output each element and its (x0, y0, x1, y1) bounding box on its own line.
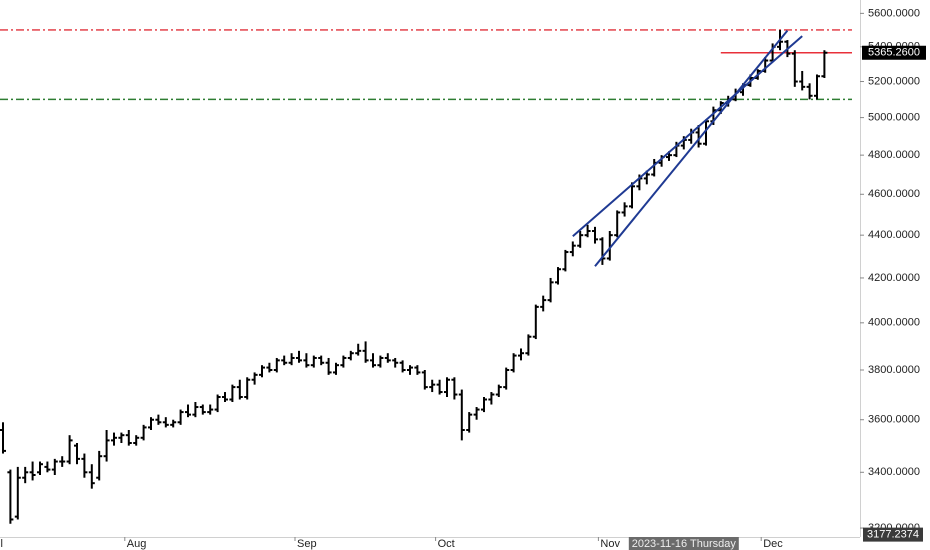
x-tick-label: Dec (763, 538, 783, 550)
trendline (572, 35, 803, 237)
y-tick-label: 3600.0000 (868, 414, 920, 426)
crosshair-price-tag (863, 527, 923, 542)
trendline (594, 29, 789, 267)
last-price-label: 5365.2600 (868, 47, 920, 59)
x-tick-label: Nov (600, 538, 620, 550)
y-tick-label: 5000.0000 (868, 112, 920, 124)
y-tick-label: 4000.0000 (868, 317, 920, 329)
y-tick-label: 3800.0000 (868, 364, 920, 376)
last-price-tag (862, 45, 926, 60)
x-tick-label: Jul (0, 538, 3, 550)
y-tick-label: 5200.0000 (868, 75, 920, 87)
crosshair-date-label: 2023-11-16 Thursday (632, 538, 737, 550)
crosshair-price-label: 3177.2374 (867, 529, 919, 541)
y-tick-label: 4600.0000 (868, 188, 920, 200)
y-tick-label: 4200.0000 (868, 272, 920, 284)
y-tick-label: 4400.0000 (868, 229, 920, 241)
x-tick-label: Aug (127, 538, 147, 550)
crosshair-date-tag (628, 537, 739, 550)
y-tick-label: 3400.0000 (868, 466, 920, 478)
x-tick-label: Sep (297, 538, 317, 550)
x-tick-label: Oct (438, 538, 455, 550)
y-tick-label: 4800.0000 (868, 149, 920, 161)
y-tick-label: 5600.0000 (868, 7, 920, 19)
